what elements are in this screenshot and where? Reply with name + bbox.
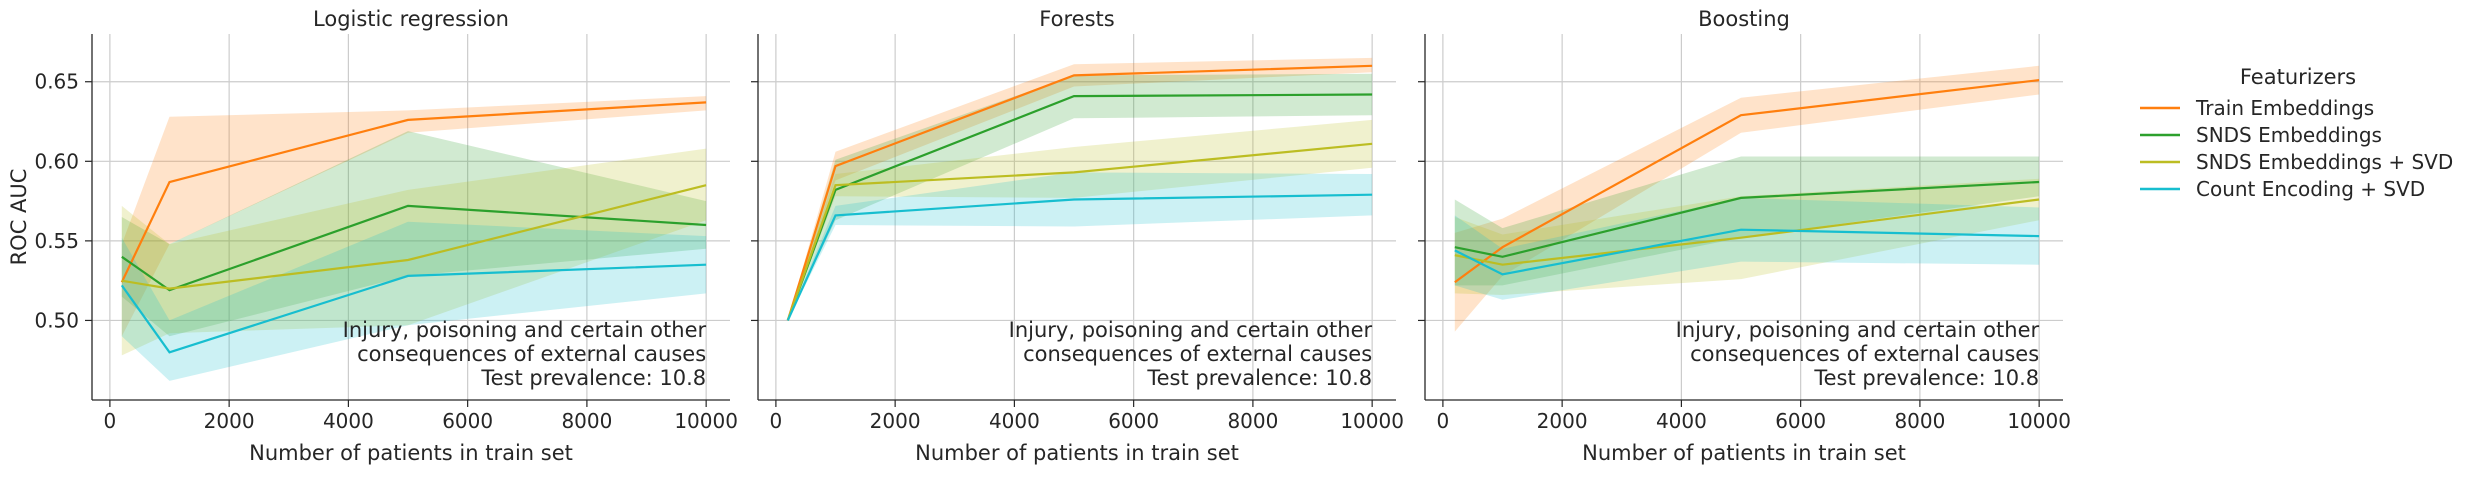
x-axis-label: Number of patients in train set	[249, 441, 573, 465]
series-line-3	[1454, 228, 2040, 276]
annotation-line-1: consequences of external causes	[1023, 342, 1372, 366]
series-line-3	[786, 193, 1373, 321]
x-tick-label: 8000	[1894, 409, 1945, 433]
x-tick-label: 10000	[1340, 409, 1404, 433]
x-tick-label: 2000	[1537, 409, 1588, 433]
annotation-line-0: Injury, poisoning and certain other	[343, 318, 707, 342]
x-axis-label: Number of patients in train set	[1582, 441, 1906, 465]
x-tick-label: 4000	[989, 409, 1040, 433]
y-axis-label: ROC AUC	[7, 169, 31, 266]
x-tick-label: 4000	[1656, 409, 1707, 433]
x-tick-label: 6000	[1775, 409, 1826, 433]
annotation-line-0: Injury, poisoning and certain other	[1009, 318, 1373, 342]
x-axis-label: Number of patients in train set	[915, 441, 1239, 465]
series-line-1	[121, 204, 707, 292]
legend-title: Featurizers	[2240, 65, 2356, 89]
annotation-line-2: Test prevalence: 10.8	[1813, 366, 2039, 390]
panel-title: Boosting	[1698, 7, 1790, 31]
annotation-line-1: consequences of external causes	[357, 342, 706, 366]
series-line-1	[1454, 180, 2040, 258]
y-tick-label: 0.65	[34, 70, 79, 94]
x-tick-label: 0	[1437, 409, 1450, 433]
series-band-0	[787, 57, 1373, 321]
x-tick-label: 8000	[561, 409, 612, 433]
legend-label-0: Train Embeddings	[2195, 96, 2374, 120]
series-line-3	[120, 263, 707, 354]
x-tick-label: 4000	[323, 409, 374, 433]
legend-label-3: Count Encoding + SVD	[2196, 177, 2425, 201]
x-tick-label: 0	[770, 409, 783, 433]
series-line-0	[120, 101, 707, 283]
x-tick-label: 8000	[1227, 409, 1278, 433]
panel-0: 0 2000 4000 6000 8000 10000 0.50 0.55 0.60 0.65 Lo…	[34, 7, 737, 465]
legend: Featurizers Train Embeddings SNDS Embeddin…	[2140, 65, 2453, 201]
x-tick-label: 6000	[442, 409, 493, 433]
series-band-0	[1454, 65, 2040, 332]
x-tick-label: 0	[104, 409, 117, 433]
series-band-2	[787, 119, 1373, 321]
series-band-3	[121, 221, 707, 381]
x-tick-label: 6000	[1108, 409, 1159, 433]
x-tick-label: 10000	[674, 409, 738, 433]
annotation-line-2: Test prevalence: 10.8	[1146, 366, 1372, 390]
x-tick-label: 2000	[870, 409, 921, 433]
panel-1: 0 2000 4000 6000 8000 10000 Forests Number of p…	[751, 7, 1404, 465]
y-tick-label: 0.50	[34, 308, 79, 332]
series-band-3	[1454, 197, 2040, 300]
panel-title: Forests	[1039, 7, 1114, 31]
y-tick-label: 0.60	[34, 149, 79, 173]
series-line-0	[786, 64, 1373, 321]
x-tick-label: 10000	[2007, 409, 2071, 433]
x-tick-label: 2000	[204, 409, 255, 433]
series-band-1	[787, 73, 1373, 321]
series-line-0	[1454, 79, 2040, 284]
annotation-line-1: consequences of external causes	[1690, 342, 2039, 366]
annotation-line-0: Injury, poisoning and certain other	[1676, 318, 2040, 342]
series-line-2	[121, 184, 707, 290]
series-band-1	[121, 131, 707, 337]
annotation-line-2: Test prevalence: 10.8	[480, 366, 706, 390]
series-line-2	[786, 142, 1373, 321]
panel-title: Logistic regression	[313, 7, 509, 31]
y-tick-label: 0.55	[34, 229, 79, 253]
legend-label-1: SNDS Embeddings	[2196, 123, 2382, 147]
panel-2: 0 2000 4000 6000 8000 10000 Boosting Number of …	[1418, 7, 2071, 465]
legend-label-2: SNDS Embeddings + SVD	[2196, 150, 2453, 174]
series-band-2	[121, 148, 707, 356]
